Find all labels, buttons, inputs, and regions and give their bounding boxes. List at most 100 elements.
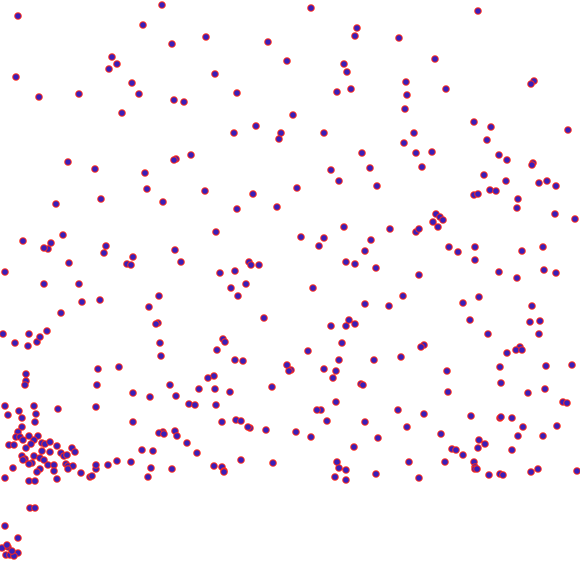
scatter-point (144, 473, 152, 481)
scatter-point (149, 447, 157, 455)
scatter-point (285, 367, 293, 375)
scatter-point (552, 182, 560, 190)
scatter-point (475, 293, 483, 301)
scatter-point (40, 280, 48, 288)
scatter-point (539, 243, 547, 251)
scatter-point (25, 460, 33, 468)
scatter-point (177, 258, 185, 266)
scatter-point (19, 237, 27, 245)
scatter-point (275, 135, 283, 143)
scatter-point (499, 471, 507, 479)
scatter-point (541, 385, 549, 393)
scatter-point (401, 105, 409, 113)
scatter-point (233, 205, 241, 213)
scatter-point (15, 407, 23, 415)
scatter-point (92, 403, 100, 411)
scatter-point (320, 234, 328, 242)
scatter-point (59, 231, 67, 239)
scatter-point (417, 343, 425, 351)
scatter-point (395, 34, 403, 42)
scatter-point (75, 280, 83, 288)
scatter-point (342, 322, 350, 330)
scatter-point (443, 367, 451, 375)
scatter-point (24, 342, 32, 350)
scatter-point (216, 269, 224, 277)
scatter-point (527, 468, 535, 476)
scatter-point (307, 433, 315, 441)
scatter-point (147, 464, 155, 472)
scatter-point (237, 417, 245, 425)
scatter-point (18, 423, 26, 431)
scatter-point (14, 12, 22, 20)
scatter-point (480, 171, 488, 179)
scatter-point (474, 7, 482, 15)
scatter-point (484, 330, 492, 338)
scatter-point (434, 223, 442, 231)
scatter-point (212, 228, 220, 236)
scatter-point (64, 158, 72, 166)
scatter-point (331, 473, 339, 481)
scatter-point (304, 347, 312, 355)
scatter-point (350, 443, 358, 451)
scatter-point (536, 317, 544, 325)
scatter-point (327, 322, 335, 330)
scatter-point (342, 476, 350, 484)
scatter-point (108, 53, 116, 61)
scatter-point (293, 184, 301, 192)
scatter-point (231, 356, 239, 364)
scatter-point (157, 352, 165, 360)
scatter-point (527, 80, 535, 88)
scatter-points (0, 1, 580, 560)
scatter-point (481, 440, 489, 448)
scatter-point (335, 177, 343, 185)
scatter-point (353, 24, 361, 32)
scatter-point (542, 362, 550, 370)
scatter-point (514, 432, 522, 440)
scatter-point (40, 456, 48, 464)
scatter-point (283, 57, 291, 65)
scatter-point (260, 314, 268, 322)
scatter-point (53, 475, 61, 483)
scatter-point (361, 300, 369, 308)
scatter-point (226, 388, 234, 396)
scatter-point (459, 299, 467, 307)
scatter-point (518, 346, 526, 354)
scatter-point (340, 60, 348, 68)
scatter-point (221, 338, 229, 346)
scatter-point (156, 339, 164, 347)
scatter-point (442, 85, 450, 93)
scatter-point (53, 442, 61, 450)
scatter-point (195, 385, 203, 393)
scatter-point (93, 381, 101, 389)
scatter-point (534, 465, 542, 473)
scatter-point (519, 423, 527, 431)
scatter-point (343, 68, 351, 76)
scatter-point (31, 477, 39, 485)
scatter-point (415, 474, 423, 482)
scatter-point (273, 203, 281, 211)
scatter-point (269, 459, 277, 467)
scatter-point (315, 242, 323, 250)
scatter-point (400, 139, 408, 147)
scatter-point (50, 467, 58, 475)
scatter-point (394, 406, 402, 414)
scatter-point (467, 412, 475, 420)
scatter-point (213, 346, 221, 354)
scatter-point (152, 320, 160, 328)
scatter-point (180, 98, 188, 106)
scatter-point (497, 379, 505, 387)
scatter-point (31, 418, 39, 426)
scatter-point (40, 244, 48, 252)
scatter-point (183, 439, 191, 447)
scatter-point (335, 356, 343, 364)
scatter-point (25, 432, 33, 440)
scatter-point (31, 504, 39, 512)
scatter-point (340, 223, 348, 231)
scatter-point (359, 381, 367, 389)
scatter-point (0, 330, 7, 338)
scatter-point (3, 541, 11, 549)
scatter-point (47, 239, 55, 247)
scatter-point (513, 204, 521, 212)
scatter-point (410, 129, 418, 137)
